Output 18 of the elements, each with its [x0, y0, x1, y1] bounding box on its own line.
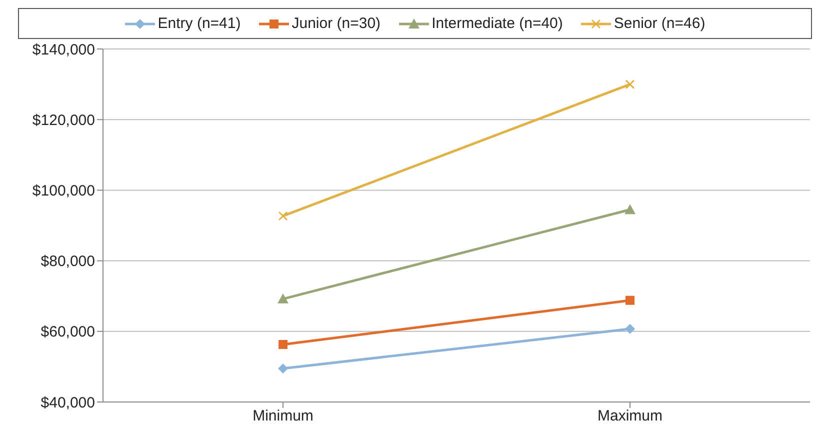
y-tick-label: $120,000 — [32, 112, 95, 129]
legend-label: Senior (n=46) — [614, 15, 706, 32]
y-tick-label: $80,000 — [40, 253, 95, 270]
point — [625, 324, 635, 334]
y-tick-label: $100,000 — [32, 182, 95, 200]
legend-label: Intermediate (n=40) — [432, 15, 563, 32]
point — [278, 211, 288, 221]
point — [625, 80, 635, 90]
point — [278, 363, 288, 374]
x-tick-label: Minimum — [252, 408, 314, 425]
y-tick-label: $60,000 — [40, 324, 95, 341]
y-tick-label: $40,000 — [40, 394, 95, 412]
legend-label: Entry (n=41) — [158, 15, 241, 32]
point — [626, 296, 634, 305]
y-tick-label: $140,000 — [32, 41, 95, 58]
legend-label: Junior (n=30) — [292, 15, 381, 32]
point — [278, 340, 288, 349]
x-tick-label: Maximum — [597, 408, 663, 425]
